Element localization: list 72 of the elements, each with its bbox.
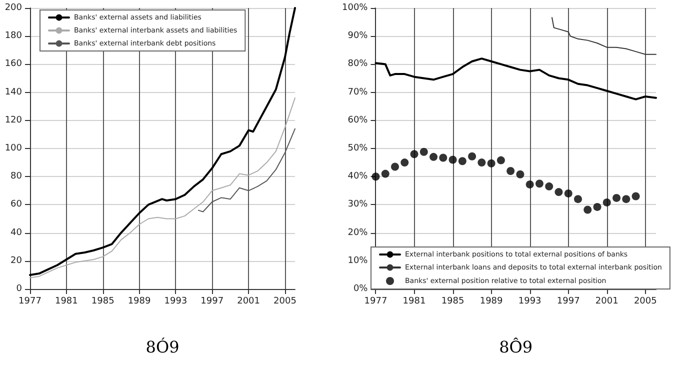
y-tick-label: 120 [4, 115, 22, 126]
point [516, 170, 524, 178]
point [410, 150, 418, 158]
x-tick-label: 1981 [402, 296, 426, 306]
x-tick-label: 1993 [518, 296, 542, 306]
y-tick-label: 40 [10, 228, 22, 238]
y-tick-label: 0% [353, 284, 368, 294]
point [372, 172, 380, 181]
x-tick-label: 1997 [556, 296, 580, 306]
point [554, 188, 563, 196]
point [574, 195, 582, 204]
x-tick-label: 2005 [634, 296, 657, 306]
x-tick-label: 1977 [364, 296, 388, 306]
x-tick-label: 1989 [128, 296, 152, 306]
y-tick-label: 70% [348, 87, 368, 98]
point [632, 192, 640, 200]
x-tick-label: 1997 [200, 296, 224, 306]
x-tick-label: 1985 [441, 296, 464, 306]
point [478, 158, 486, 167]
line-series [29, 7, 296, 276]
y-tick-label: 140 [4, 87, 22, 98]
point [602, 198, 611, 206]
x-axis-title: 8Ô9 [499, 338, 533, 356]
point [381, 170, 390, 178]
point [593, 202, 602, 211]
point [545, 182, 554, 190]
x-tick-label: 1993 [164, 296, 188, 306]
y-tick-label: 20 [10, 256, 22, 266]
point [487, 159, 496, 168]
y-tick-label: 60% [348, 115, 368, 126]
y-tick-label: 20% [348, 228, 368, 238]
point [448, 156, 457, 164]
y-tick-label: 100% [342, 3, 368, 13]
point [400, 158, 409, 167]
point [612, 194, 621, 202]
x-tick-label: 1977 [18, 296, 42, 306]
x-tick-label: 1981 [54, 296, 78, 306]
y-tick-label: 80 [10, 172, 22, 182]
x-tick-label: 1989 [480, 296, 504, 306]
point [564, 189, 572, 198]
x-axis-title: 8Ó9 [146, 338, 180, 356]
point [584, 206, 592, 214]
line-series [30, 97, 296, 278]
line-series [551, 17, 656, 55]
x-tick-label: 2005 [274, 296, 296, 306]
point [535, 180, 544, 188]
point [439, 154, 448, 162]
y-tick-label: 40% [348, 172, 368, 182]
point [506, 166, 515, 175]
y-tick-label: 0 [16, 284, 22, 294]
point [526, 180, 534, 188]
y-tick-label: 10% [348, 256, 368, 266]
x-tick-label: 1985 [91, 296, 114, 306]
point [391, 162, 399, 171]
line-series [374, 58, 657, 100]
y-tick-label: 80% [348, 59, 368, 70]
point [420, 148, 428, 156]
x-tick-label: 2001 [595, 296, 618, 306]
y-tick-label: 100 [4, 144, 22, 154]
point [458, 157, 466, 166]
x-tick-label: 2001 [237, 296, 260, 306]
y-tick-label: 90% [348, 31, 368, 42]
point [468, 152, 476, 160]
point [496, 156, 505, 164]
y-tick-label: 50% [348, 144, 368, 154]
point [622, 195, 630, 204]
y-tick-label: 200 [4, 3, 22, 13]
y-tick-label: 60 [10, 200, 22, 210]
y-tick-label: 30% [348, 200, 368, 210]
point [430, 152, 438, 161]
y-tick-label: 180 [4, 31, 22, 42]
y-tick-label: 160 [4, 59, 22, 70]
